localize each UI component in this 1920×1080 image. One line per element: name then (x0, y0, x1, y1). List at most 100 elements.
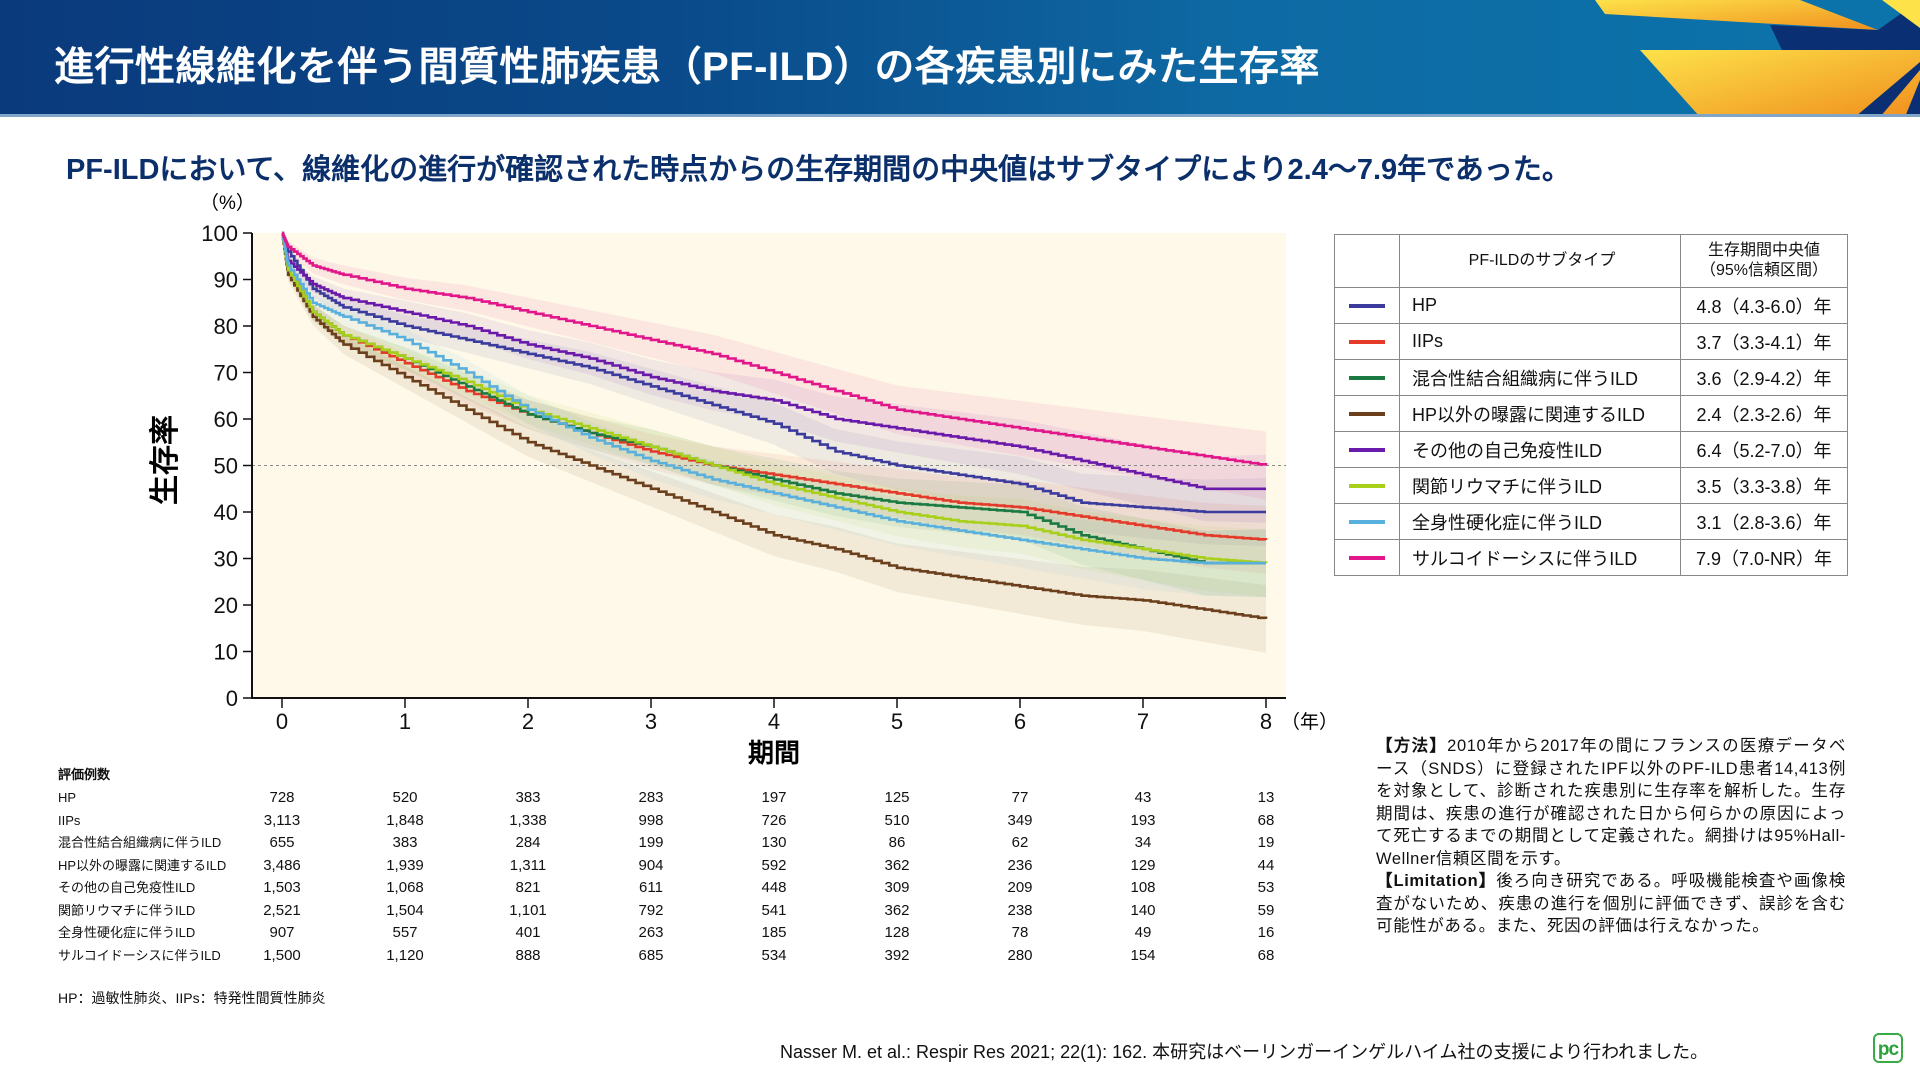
at-risk-count: 792 (638, 901, 664, 919)
at-risk-count: 1,500 (263, 946, 301, 964)
legend-line-swatch (1349, 412, 1385, 417)
legend-swatch-cell (1334, 359, 1400, 396)
at-risk-label: 関節リウマチに伴うILD (58, 902, 196, 918)
at-risk-count: 309 (884, 879, 910, 896)
at-risk-count: 1,101 (509, 901, 547, 919)
legend-row: 関節リウマチに伴うILD 3.5（3.3-3.8）年 (1334, 467, 1848, 504)
x-tick-label: 0 (276, 709, 288, 734)
decorative-shapes (1595, 0, 1920, 117)
at-risk-count: 888 (515, 946, 541, 964)
methods-label: 【方法】 (1376, 737, 1448, 755)
at-risk-count: 154 (1130, 946, 1156, 964)
ci-band-0 (282, 233, 1266, 546)
number-at-risk-table: 評価例数 HP 728 520 383 283 197 125 77 43 13 IIPs 3,113… (58, 764, 1298, 967)
at-risk-count: 197 (761, 789, 787, 806)
x-tick-label: 2 (522, 709, 534, 734)
at-risk-label: IIPs (58, 812, 81, 828)
at-risk-count: 611 (639, 879, 663, 896)
at-risk-count: 34 (1134, 834, 1152, 851)
legend-line-swatch (1349, 376, 1385, 381)
at-risk-count: 998 (638, 811, 664, 829)
y-tick-label: 60 (214, 407, 238, 432)
at-risk-count: 821 (515, 879, 541, 896)
legend-row: サルコイドーシスに伴うILD 7.9（7.0-NR）年 (1334, 539, 1848, 576)
legend-subtype-name: サルコイドーシスに伴うILD (1399, 539, 1681, 576)
at-risk-count: 68 (1257, 811, 1275, 829)
y-tick-label: 30 (214, 547, 238, 572)
at-risk-count: 685 (638, 946, 664, 964)
legend-median-value: 4.8（4.3-6.0）年 (1680, 287, 1848, 324)
header-divider (0, 114, 1920, 117)
at-risk-count: 520 (392, 789, 418, 806)
at-risk-count: 280 (1007, 946, 1033, 964)
at-risk-count: 77 (1011, 789, 1029, 806)
at-risk-title: 評価例数 (58, 767, 111, 782)
legend-subtype-name: HP以外の曝露に関連するILD (1399, 395, 1681, 432)
x-tick-label: 8 (1260, 709, 1272, 734)
at-risk-count: 728 (269, 789, 295, 806)
at-risk-count: 592 (761, 856, 787, 874)
at-risk-count: 1,311 (509, 856, 547, 874)
x-tick-label: 1 (399, 709, 411, 734)
y-tick-label: 10 (214, 640, 238, 665)
x-tick-label: 7 (1137, 709, 1149, 734)
at-risk-count: 655 (269, 834, 295, 851)
at-risk-count: 238 (1007, 901, 1033, 919)
at-risk-count: 68 (1257, 946, 1275, 964)
legend-median-value: 3.1（2.8-3.6）年 (1680, 503, 1848, 540)
at-risk-count: 392 (884, 946, 910, 964)
at-risk-count: 362 (884, 901, 910, 919)
at-risk-label: 全身性硬化症に伴うILD (58, 925, 196, 940)
at-risk-count: 49 (1134, 924, 1152, 941)
legend-row: 全身性硬化症に伴うILD 3.1（2.8-3.6）年 (1334, 503, 1848, 540)
limitation-body: 後ろ向き研究である。呼吸機能検査や画像検査がないため、疾患の進行を個別に評価でき… (1376, 872, 1846, 935)
at-risk-count: 383 (515, 789, 541, 806)
legend-line-swatch (1349, 340, 1385, 345)
at-risk-count: 1,848 (386, 811, 424, 829)
at-risk-count: 140 (1130, 901, 1156, 919)
legend-line-swatch (1349, 520, 1385, 525)
x-tick-label: 5 (891, 709, 903, 734)
survival-curve-6 (281, 231, 1266, 565)
legend-header-median: 生存期間中央値 （95%信頼区間） (1680, 234, 1848, 288)
at-risk-label: HP (58, 790, 77, 805)
at-risk-row: その他の自己免疫性ILD 1,503 1,068 821 611 448 309 209 108… (58, 877, 1298, 900)
at-risk-label: その他の自己免疫性ILD (58, 880, 196, 895)
at-risk-count: 108 (1130, 879, 1156, 896)
legend-line-swatch (1349, 304, 1385, 309)
legend-header-subtype: PF-ILDのサブタイプ (1399, 234, 1681, 288)
ci-band-1 (282, 233, 1266, 574)
survival-curve-0 (281, 231, 1266, 514)
legend-header-blank (1334, 234, 1400, 288)
legend-row: 混合性結合組織病に伴うILD 3.6（2.9-4.2）年 (1334, 359, 1848, 396)
at-risk-count: 62 (1011, 834, 1029, 851)
at-risk-count: 726 (761, 811, 787, 829)
legend-swatch-cell (1334, 323, 1400, 360)
y-tick-label: 50 (214, 454, 238, 479)
at-risk-count: 263 (638, 924, 664, 941)
at-risk-count: 78 (1011, 924, 1029, 941)
at-risk-count: 86 (888, 834, 906, 851)
key-finding-headline: PF-ILDにおいて、線維化の進行が確認された時点からの生存期間の中央値はサブタ… (66, 154, 1571, 186)
at-risk-label: サルコイドーシスに伴うILD (58, 947, 221, 963)
at-risk-count: 510 (884, 811, 910, 829)
legend-swatch-cell (1334, 503, 1400, 540)
ci-band-7 (282, 233, 1266, 500)
y-tick-label: 80 (214, 314, 238, 339)
legend-swatch-cell (1334, 539, 1400, 576)
legend-subtype-name: 関節リウマチに伴うILD (1399, 467, 1681, 504)
at-risk-count: 1,068 (386, 879, 424, 896)
at-risk-row: 全身性硬化症に伴うILD 907 557 401 263 185 128 78 49 16 (58, 922, 1298, 945)
at-risk-count: 1,504 (386, 901, 424, 919)
at-risk-count: 349 (1007, 811, 1033, 829)
at-risk-count: 448 (761, 879, 787, 896)
legend-subtype-name: HP (1399, 287, 1681, 324)
at-risk-row: HP 728 520 383 283 197 125 77 43 13 (58, 787, 1298, 810)
at-risk-count: 1,338 (509, 811, 547, 829)
at-risk-count: 16 (1257, 924, 1275, 941)
at-risk-count: 59 (1257, 901, 1275, 919)
at-risk-count: 534 (761, 946, 787, 964)
at-risk-count: 236 (1007, 856, 1033, 874)
at-risk-count: 283 (638, 789, 664, 806)
